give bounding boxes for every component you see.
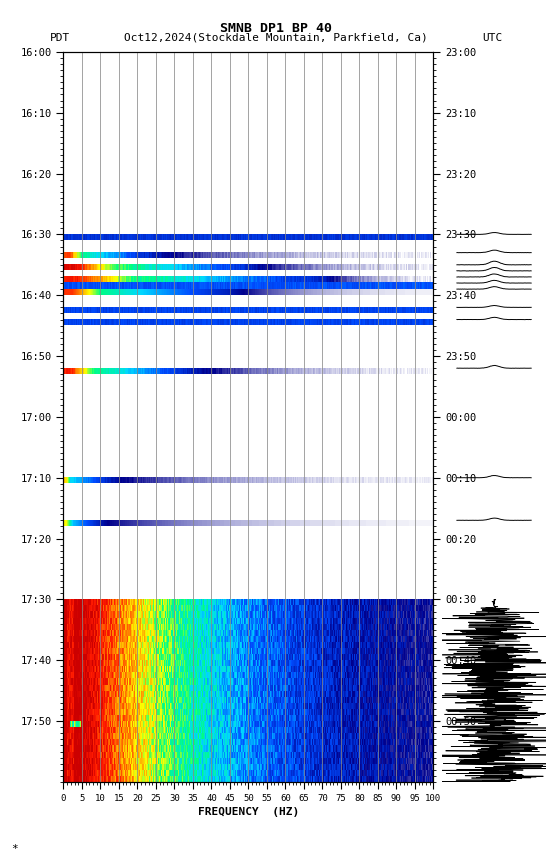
Text: Oct12,2024(Stockdale Mountain, Parkfield, Ca): Oct12,2024(Stockdale Mountain, Parkfield… [124, 33, 428, 43]
Text: SMNB DP1 BP 40: SMNB DP1 BP 40 [220, 22, 332, 35]
Text: UTC: UTC [482, 33, 502, 43]
X-axis label: FREQUENCY  (HZ): FREQUENCY (HZ) [198, 807, 299, 816]
Text: *: * [11, 843, 18, 854]
Text: PDT: PDT [50, 33, 70, 43]
